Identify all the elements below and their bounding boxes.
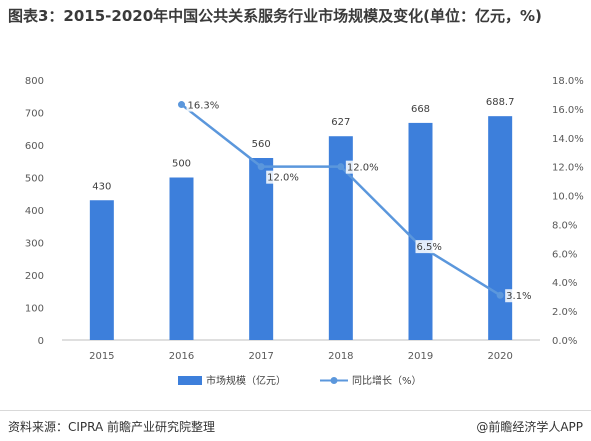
legend-bar-label: 市场规模（亿元） [206, 374, 286, 387]
growth-value-label: 3.1% [506, 291, 531, 302]
axes: 0 100 200 300 400 500 600 700 800 0.0% 2.0% 4.0% 6.0… [25, 76, 584, 362]
bar [89, 200, 114, 340]
growth-line [178, 101, 504, 299]
bar-value-label: 627 [331, 117, 350, 128]
growth-label-bg [345, 160, 379, 174]
bar [488, 116, 513, 340]
y-left-tick-label: 300 [25, 239, 44, 250]
x-tick-label: 2017 [248, 351, 273, 362]
y-right-tick-label: 16.0% [552, 105, 584, 116]
bar-value-label: 560 [252, 139, 271, 150]
growth-point [257, 163, 265, 171]
brand-note: @前瞻经济学人APP [476, 420, 583, 434]
bar-value-label: 688.7 [486, 97, 515, 108]
y-left-tick-label: 400 [25, 206, 44, 217]
growth-point [496, 291, 504, 299]
bar-value-label: 430 [92, 181, 111, 192]
y-right-tick-label: 10.0% [552, 192, 584, 203]
bar [408, 122, 433, 341]
y-right-tick-label: 4.0% [552, 278, 577, 289]
y-left-tick-label: 200 [25, 271, 44, 282]
data-labels: 430 500 560 627 668 688.7 16.3% 12.0% 12.0% 6.5% 3… [92, 97, 532, 303]
x-tick-label: 2019 [408, 351, 433, 362]
y-right-tick-label: 2.0% [552, 307, 577, 318]
growth-label-bg [415, 240, 443, 254]
bars [89, 116, 513, 341]
y-left-tick-label: 800 [25, 76, 44, 87]
bar [249, 158, 274, 340]
growth-label-bg [505, 289, 532, 303]
y-right-tick-label: 14.0% [552, 134, 584, 145]
y-left-tick-label: 0 [38, 336, 44, 347]
y-right-tick-label: 8.0% [552, 220, 577, 231]
growth-label-bg [266, 170, 300, 184]
legend-line-label: 同比增长（%） [352, 374, 422, 387]
bar-value-label: 668 [411, 104, 430, 115]
y-left-tick-label: 700 [25, 109, 44, 120]
y-left-tick-label: 100 [25, 304, 44, 315]
x-tick-label: 2015 [89, 351, 114, 362]
growth-value-label: 6.5% [417, 242, 442, 253]
growth-point [337, 163, 345, 171]
x-tick-label: 2016 [169, 351, 194, 362]
growth-value-label: 12.0% [347, 163, 379, 174]
legend-line-marker [330, 377, 338, 384]
y-left-tick-label: 500 [25, 174, 44, 185]
x-tick-label: 2018 [328, 351, 353, 362]
legend-bar-swatch [178, 376, 202, 385]
x-tick-label: 2020 [487, 351, 512, 362]
source-note: 资料来源：CIPRA 前瞻产业研究院整理 [8, 420, 216, 434]
y-right-tick-label: 6.0% [552, 249, 577, 260]
footer: 资料来源：CIPRA 前瞻产业研究院整理 @前瞻经济学人APP [0, 410, 591, 441]
bar [169, 177, 194, 340]
chart: 0 100 200 300 400 500 600 700 800 0.0% 2.0% 4.0% 6.0… [25, 76, 584, 387]
y-right-tick-label: 18.0% [552, 76, 584, 87]
growth-value-label: 16.3% [188, 101, 220, 112]
growth-point [178, 101, 185, 109]
chart-title: 图表3：2015-2020年中国公共关系服务行业市场规模及变化(单位：亿元，%) [8, 7, 542, 25]
y-right-tick-label: 12.0% [552, 163, 584, 174]
legend: 市场规模（亿元） 同比增长（%） [178, 374, 422, 387]
growth-value-label: 12.0% [267, 173, 299, 184]
bar-value-label: 500 [172, 159, 191, 170]
y-left-tick-label: 600 [25, 141, 44, 152]
y-right-tick-label: 0.0% [552, 336, 577, 347]
growth-label-bg [186, 98, 220, 112]
